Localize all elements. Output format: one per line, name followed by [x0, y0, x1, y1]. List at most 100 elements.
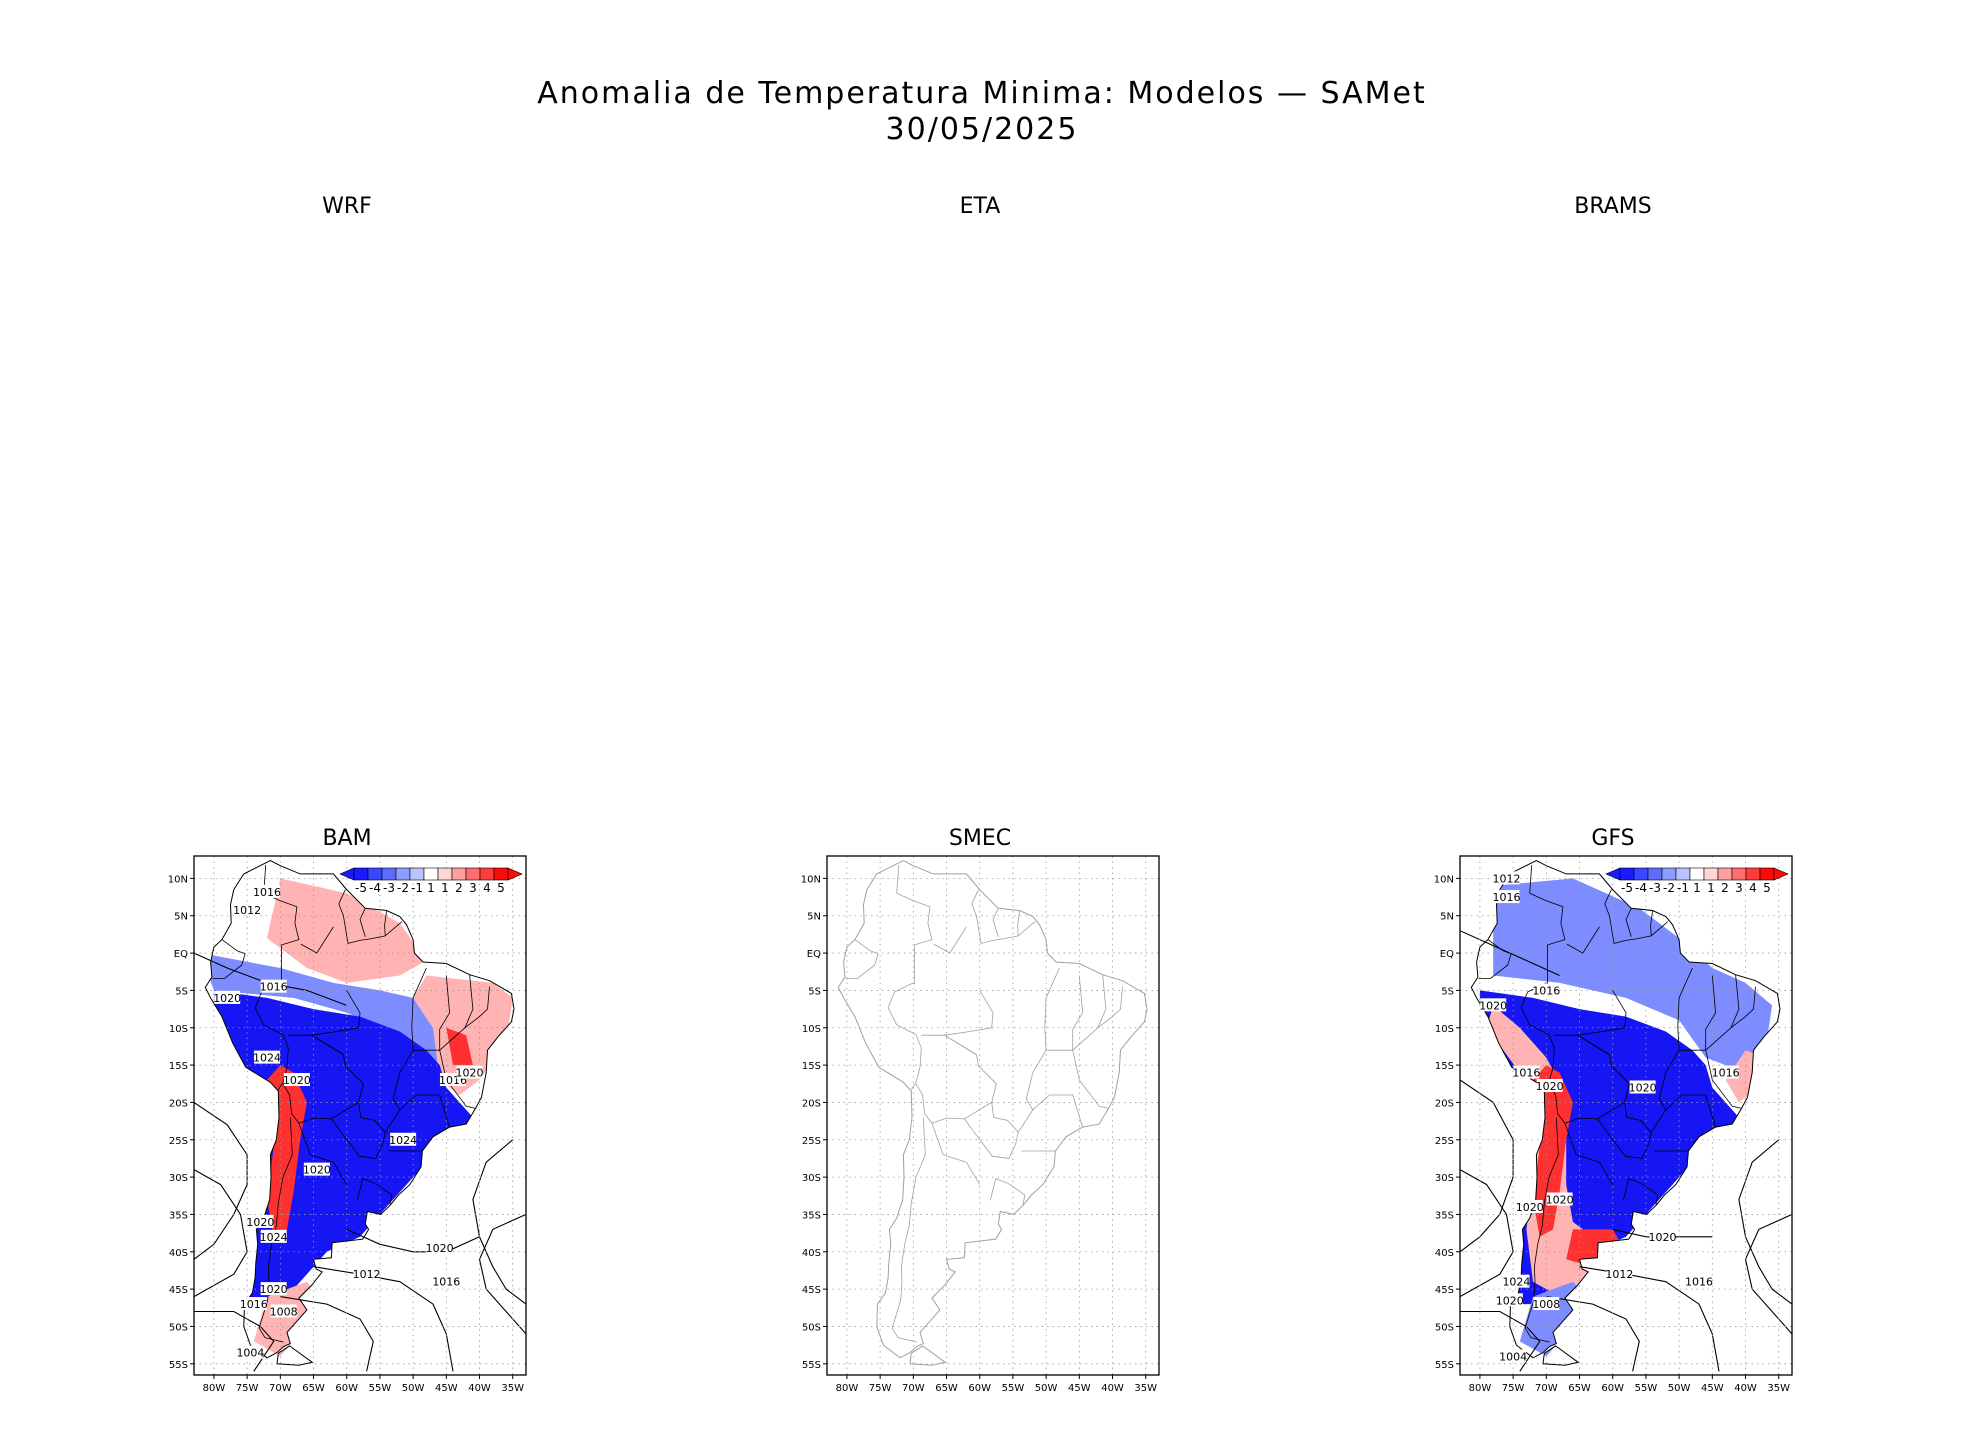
colorbar-label: 1: [441, 881, 449, 895]
colorbar-label: 1: [1693, 881, 1701, 895]
lat-tick-label: 50S: [1435, 1322, 1454, 1333]
country-border: [1566, 926, 1600, 954]
lat-tick-label: EQ: [807, 949, 821, 960]
country-border: [338, 889, 403, 944]
lat-tick-label: 5N: [1440, 912, 1454, 923]
country-border: [1520, 982, 1555, 1090]
country-border: [944, 1027, 992, 1036]
lat-tick-label: EQ: [1440, 949, 1454, 960]
lon-tick-label: 40W: [1734, 1383, 1757, 1394]
lon-tick-label: 60W: [1601, 1383, 1624, 1394]
isobar-label-bg: [1493, 890, 1520, 904]
colorbar-swatch: [1619, 867, 1635, 881]
lat-tick-label: 30S: [1435, 1173, 1454, 1184]
lat-tick-label: 15S: [1435, 1061, 1454, 1072]
isobar-label-bg: [270, 1304, 297, 1318]
lat-tick-label: 5S: [808, 986, 821, 997]
country-border: [1612, 990, 1627, 1028]
isobar-label: 1004: [1499, 1350, 1527, 1363]
isobar-line: [280, 1296, 374, 1372]
lat-tick-label: 50S: [802, 1322, 821, 1333]
isobar-label-bg: [1546, 1192, 1573, 1206]
lon-tick-label: 75W: [869, 1383, 892, 1394]
country-border: [1032, 1094, 1083, 1128]
country-border: [1577, 1034, 1610, 1055]
colorbar-swatch: [493, 867, 509, 881]
isobar-label-bg: [237, 1345, 264, 1359]
country-border: [298, 1123, 348, 1185]
isobar-label: 1020: [1479, 999, 1507, 1012]
colorbar-swatch: [465, 867, 481, 881]
isobar-label-bg: [1629, 1080, 1656, 1094]
country-border: [979, 990, 994, 1028]
isobar-label-bg: [426, 1241, 453, 1255]
isobar-label-bg: [1480, 998, 1507, 1012]
lat-tick-label: 55S: [802, 1360, 821, 1371]
lat-tick-label: 20S: [802, 1098, 821, 1109]
country-border: [1730, 974, 1740, 1028]
lat-tick-label: 30S: [169, 1173, 188, 1184]
isobar-label: 1016: [1492, 891, 1520, 904]
isobar-label: 1020: [283, 1074, 311, 1087]
isobar-label: 1024: [1502, 1276, 1530, 1289]
colorbar-label: 5: [497, 881, 505, 895]
colorbar-label: 3: [469, 881, 477, 895]
lon-tick-label: 55W: [369, 1383, 392, 1394]
country-border: [1025, 967, 1060, 1111]
country-border: [931, 1123, 981, 1185]
lon-tick-label: 40W: [1101, 1383, 1124, 1394]
country-border: [439, 1050, 476, 1109]
country-border: [464, 974, 474, 1028]
lat-tick-label: 10N: [168, 874, 188, 885]
isobar-label-bg: [303, 1162, 330, 1176]
country-border: [311, 1034, 344, 1055]
lat-tick-label: 10S: [802, 1024, 821, 1035]
country-border: [1658, 967, 1693, 1111]
isobar-label: 1020: [303, 1164, 331, 1177]
colorbar-label: 2: [455, 881, 463, 895]
lat-tick-label: 40S: [1435, 1248, 1454, 1259]
lat-tick-label: 5S: [175, 986, 188, 997]
isobar-label-bg: [1500, 1349, 1527, 1363]
isobar-line: [478, 1213, 526, 1335]
country-border: [1577, 1027, 1625, 1036]
gfs-map: 1012 1016 1016 1020 1016 1020 1020 1016 1020 1020…: [1406, 852, 1806, 1402]
lat-tick-label: 5N: [807, 912, 821, 923]
anomaly-region: [267, 878, 427, 983]
lat-tick-label: 35S: [169, 1210, 188, 1221]
country-border: [1478, 939, 1512, 979]
lat-tick-label: 30S: [802, 1173, 821, 1184]
isobar-label: 1008: [270, 1306, 298, 1319]
isobar-label: 1004: [236, 1347, 264, 1360]
isobar-label-bg: [1712, 1065, 1739, 1079]
colorbar-label: 1: [1707, 881, 1715, 895]
country-border: [933, 926, 967, 954]
isobar-label-bg: [1606, 1267, 1633, 1281]
coastline: [276, 1345, 314, 1366]
lat-tick-label: 10S: [1435, 1024, 1454, 1035]
colorbar-swatch: [451, 867, 467, 881]
lat-tick-label: 40S: [169, 1248, 188, 1259]
isobar-label: 1020: [1649, 1231, 1677, 1244]
country-border: [1625, 908, 1632, 937]
colorbar-label: -1: [411, 881, 423, 895]
isobar-line: [1744, 1213, 1792, 1335]
country-border: [845, 939, 879, 979]
country-border: [1564, 1123, 1614, 1185]
coastline: [909, 1345, 947, 1366]
colorbar-label: -4: [369, 881, 381, 895]
lat-tick-label: 15S: [802, 1061, 821, 1072]
isobar-label: 1016: [1512, 1067, 1540, 1080]
isobar-label: 1012: [1492, 872, 1520, 885]
lat-tick-label: 25S: [1435, 1136, 1454, 1147]
colorbar-label: 4: [1749, 881, 1757, 895]
lat-tick-label: 40S: [802, 1248, 821, 1259]
colorbar-label: -2: [397, 881, 409, 895]
isobar-label-bg: [1536, 1079, 1563, 1093]
isobar-label-bg: [214, 990, 241, 1004]
lat-tick-label: 25S: [169, 1136, 188, 1147]
isobar-label: 1024: [389, 1134, 417, 1147]
colorbar-label: 5: [1763, 881, 1771, 895]
isobar-label: 1008: [1532, 1298, 1560, 1311]
lon-tick-label: 45W: [1701, 1383, 1724, 1394]
